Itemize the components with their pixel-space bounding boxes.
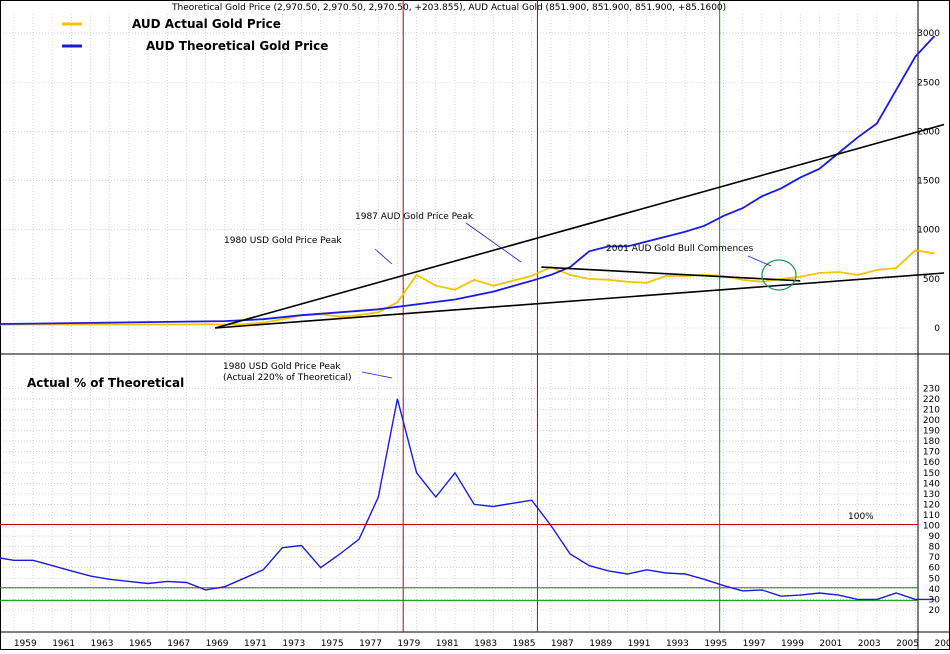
y-tick-label-lower: 70 <box>929 553 941 563</box>
annotation-1980-peak: 1980 USD Gold Price Peak <box>224 236 342 246</box>
x-tick-label: 1985 <box>513 639 536 649</box>
trend-line <box>215 272 945 329</box>
y-tick-label-lower: 140 <box>923 479 940 489</box>
y-tick-label-upper: 2500 <box>917 78 940 88</box>
y-tick-label-lower: 40 <box>929 585 941 595</box>
y-tick-label-lower: 180 <box>923 437 940 447</box>
y-tick-label-lower: 110 <box>923 511 940 521</box>
x-tick-label: 1973 <box>282 639 305 649</box>
y-tick-label-lower: 210 <box>923 405 940 415</box>
x-tick-label: 1963 <box>91 639 114 649</box>
y-tick-label-lower: 120 <box>923 500 940 510</box>
y-tick-label-lower: 90 <box>929 532 941 542</box>
annotation-lower-peak: 1980 USD Gold Price Peak <box>223 362 341 372</box>
x-tick-label: 1997 <box>743 639 766 649</box>
x-tick-label: 1967 <box>167 639 190 649</box>
y-tick-label-lower: 130 <box>923 490 940 500</box>
header-summary: Theoretical Gold Price (2,970.50, 2,970.… <box>171 3 726 13</box>
x-tick-label: 1989 <box>589 639 612 649</box>
series-actual-gold-price <box>0 249 935 326</box>
lower-panel-title: Actual % of Theoretical <box>27 376 184 390</box>
x-tick-label: 1993 <box>666 639 689 649</box>
annotation-leader <box>374 248 393 265</box>
y-tick-label-lower: 200 <box>923 416 940 426</box>
annotation-2001-bull: 2001 AUD Gold Bull Commences <box>606 244 754 254</box>
y-tick-label-lower: 230 <box>923 384 940 394</box>
y-tick-label-lower: 20 <box>929 606 941 616</box>
x-tick-label: 1969 <box>206 639 229 649</box>
x-tick-label: 1959 <box>14 639 37 649</box>
y-tick-label-upper: 1000 <box>917 226 940 236</box>
annotation-lower-peak-detail: (Actual 220% of Theoretical) <box>223 373 351 383</box>
y-tick-label-upper: 3000 <box>917 29 940 39</box>
y-tick-label-upper: 500 <box>923 275 940 285</box>
y-tick-label-lower: 220 <box>923 395 940 405</box>
legend-label: AUD Theoretical Gold Price <box>146 39 328 53</box>
x-tick-label: 1971 <box>244 639 267 649</box>
annotation-leader <box>465 222 522 263</box>
x-tick-label: 2001 <box>819 639 842 649</box>
x-tick-label: 2003 <box>858 639 881 649</box>
x-tick-label: 1965 <box>129 639 152 649</box>
y-tick-label-lower: 150 <box>923 469 940 479</box>
y-tick-label-lower: 30 <box>929 595 941 605</box>
x-tick-label: 1961 <box>52 639 75 649</box>
x-tick-label: 1981 <box>436 639 459 649</box>
x-tick-label: 2005 <box>896 639 919 649</box>
bull-marker-circle <box>761 259 797 291</box>
series-theoretical-gold-price <box>0 35 936 325</box>
annotation-leader <box>361 371 393 379</box>
trend-line <box>541 266 801 282</box>
trend-line <box>214 123 945 329</box>
y-tick-label-upper: 1500 <box>917 177 940 187</box>
x-tick-label: 1991 <box>628 639 651 649</box>
y-tick-label-lower: 80 <box>929 543 941 553</box>
y-tick-label-lower: 100 <box>923 522 940 532</box>
y-tick-label-lower: 190 <box>923 427 940 437</box>
y-tick-label-lower: 170 <box>923 448 940 458</box>
y-tick-label-lower: 160 <box>923 458 940 468</box>
y-tick-label-lower: 50 <box>929 574 941 584</box>
legend-label: AUD Actual Gold Price <box>132 17 281 31</box>
x-tick-label: 1975 <box>321 639 344 649</box>
y-tick-label-upper: 0 <box>934 324 940 334</box>
x-tick-label: 1979 <box>397 639 420 649</box>
annotation-leader <box>747 255 772 267</box>
y-tick-label-lower: 60 <box>929 564 941 574</box>
x-tick-label: 1977 <box>359 639 382 649</box>
x-tick-label: 1995 <box>704 639 727 649</box>
x-tick-label: 2007 <box>934 639 950 649</box>
series-actual-pct-theoretical <box>0 398 935 601</box>
y-tick-label-upper: 2000 <box>917 127 940 137</box>
annotation-1987-peak: 1987 AUD Gold Price Peak <box>355 212 474 222</box>
x-tick-label: 1999 <box>781 639 804 649</box>
annotation-100-percent: 100% <box>848 512 874 522</box>
x-tick-label: 1987 <box>551 639 574 649</box>
x-tick-label: 1983 <box>474 639 497 649</box>
